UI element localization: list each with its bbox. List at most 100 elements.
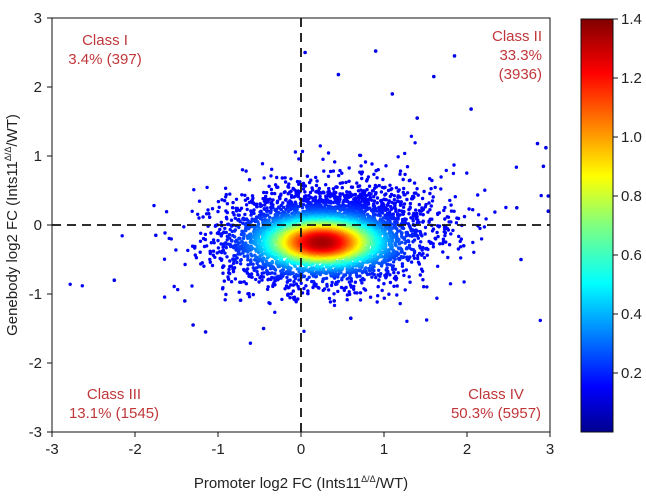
scatter-point [394,274,398,279]
scatter-point [261,256,265,260]
scatter-point [392,270,396,275]
scatter-point [484,217,488,221]
scatter-point [227,232,232,237]
scatter-point [402,193,406,197]
scatter-point [248,341,253,345]
scatter-point [421,278,425,282]
scatter-point [397,256,401,261]
scatter-point [402,202,407,206]
scatter-point [331,187,336,191]
scatter-points [68,49,550,345]
scatter-point [353,291,357,295]
scatter-point [370,198,374,202]
scatter-point [226,275,230,279]
scatter-point [305,174,310,178]
scatter-point [222,264,226,268]
scatter-point [394,237,399,241]
scatter-point [228,236,232,240]
scatter-point [322,191,326,195]
scatter-point [471,240,475,245]
scatter-point [310,279,314,284]
scatter-point [233,243,237,247]
scatter-point [120,234,124,238]
scatter-point [246,243,250,248]
scatter-point [280,297,284,302]
scatter-point [221,286,225,290]
scatter-point [340,186,344,190]
scatter-point [331,169,336,173]
scatter-point [241,240,245,245]
scatter-point [273,310,277,314]
scatter-point [224,245,228,250]
scatter-point [370,162,374,166]
scatter-point [388,280,393,285]
scatter-point [365,179,369,183]
scatter-point [282,205,286,209]
scatter-point [370,189,375,193]
scatter-point [293,188,297,192]
scatter-point [264,259,269,264]
scatter-point [375,196,380,200]
scatter-point [407,275,411,279]
scatter-point [273,191,277,196]
scatter-point [421,245,425,250]
scatter-point [324,183,328,187]
scatter-point [190,209,194,213]
scatter-point [303,184,308,188]
scatter-point [250,275,254,279]
scatter-point [338,168,342,173]
scatter-point [232,235,237,239]
scatter-point [412,181,417,185]
scatter-point [389,207,394,211]
scatter-point [271,206,275,210]
scatter-point [357,198,361,202]
scatter-point [462,214,467,219]
scatter-point [404,230,408,235]
scatter-point [268,197,272,201]
scatter-point [326,288,331,292]
scatter-point [219,220,223,224]
scatter-point [348,292,352,297]
scatter-point [217,232,221,236]
scatter-point [417,209,422,213]
scatter-point [242,254,246,258]
scatter-point [237,290,241,294]
scatter-point [302,286,306,291]
scatter-point [237,241,241,245]
scatter-point [344,180,348,185]
scatter-point [425,285,429,289]
scatter-point [421,213,425,217]
scatter-point [401,177,405,182]
scatter-point [283,180,288,184]
scatter-point [458,245,463,249]
scatter-point [163,231,167,235]
scatter-point [384,164,388,168]
scatter-point [219,234,223,238]
scatter-point [350,185,355,189]
scatter-point [377,278,381,282]
scatter-point [398,301,402,306]
scatter-point [258,204,263,209]
scatter-point [393,241,397,246]
scatter-point [174,248,178,252]
scatter-point [408,255,412,259]
scatter-point [415,256,420,261]
scatter-point [337,173,341,178]
scatter-point [325,282,329,287]
scatter-point [285,270,289,274]
scatter-point [162,295,167,299]
scatter-point [403,172,407,177]
scatter-point [416,253,420,258]
scatter-point [234,197,239,201]
scatter-point [436,212,440,217]
scatter-point [420,253,424,257]
scatter-point [279,208,283,212]
scatter-point [443,205,447,210]
scatter-point [245,267,250,271]
scatter-point [360,281,364,285]
scatter-point [251,266,255,270]
scatter-point [237,225,241,230]
scatter-point [243,198,248,202]
scatter-point [262,271,266,275]
scatter-point [190,284,194,288]
